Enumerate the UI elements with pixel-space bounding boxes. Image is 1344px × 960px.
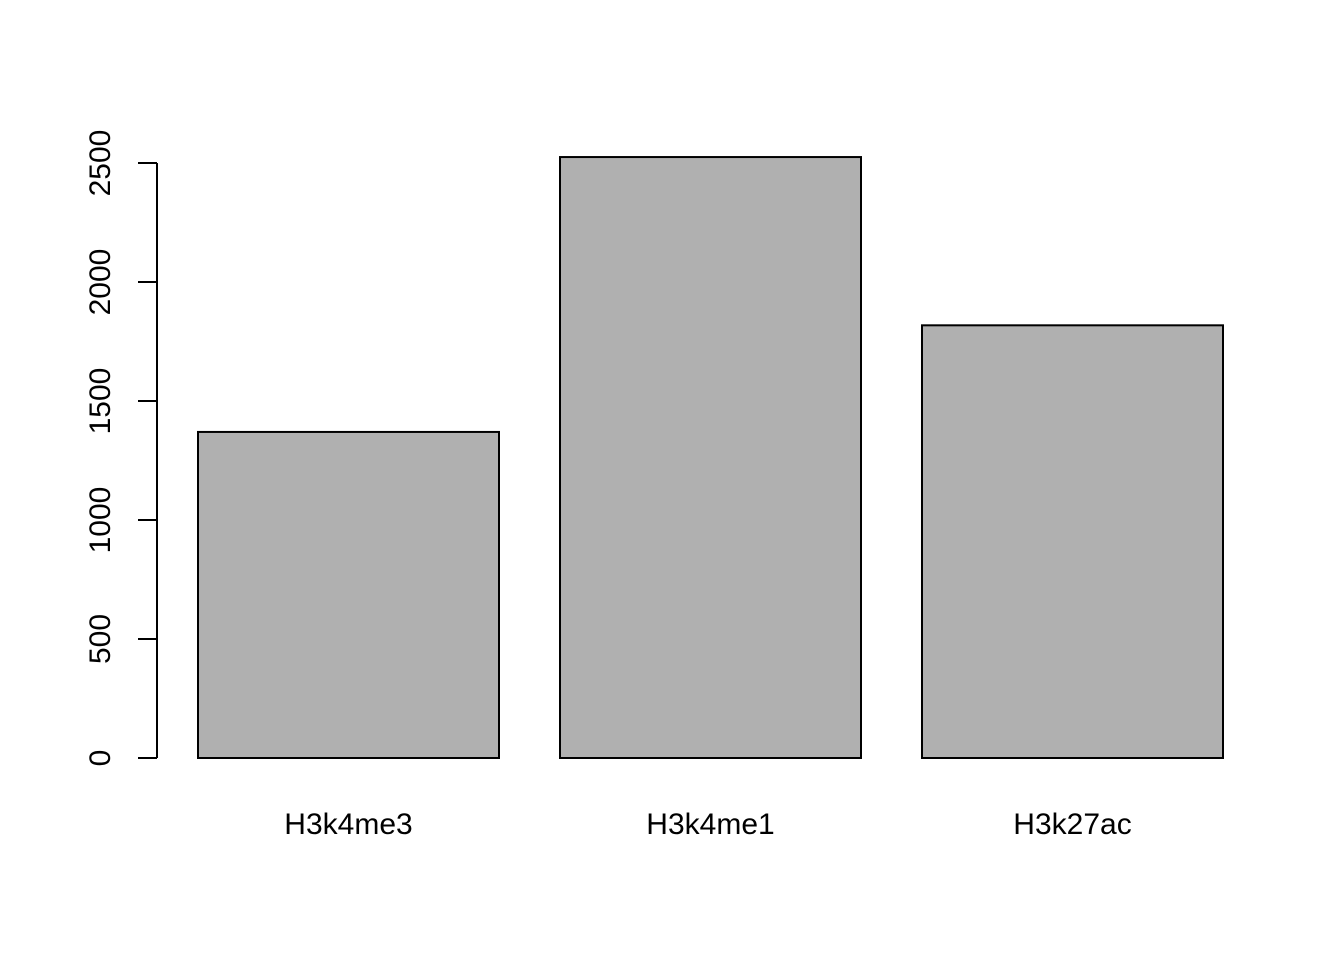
bar-h3k27ac: [921, 324, 1224, 759]
y-tick-label-500: 500: [84, 614, 117, 664]
y-tick-label-1000: 1000: [84, 487, 117, 554]
x-axis-labels: H3k4me3 H3k4me1 H3k27ac: [284, 808, 1131, 841]
bar-h3k4me1: [559, 156, 862, 760]
y-tick-label-2000: 2000: [84, 249, 117, 316]
x-tick-label-h3k4me1: H3k4me1: [646, 808, 774, 841]
y-tick-label-2500: 2500: [84, 130, 117, 197]
bar-h3k4me3: [197, 430, 500, 759]
y-tick-label-0: 0: [84, 750, 117, 767]
x-tick-label-h3k4me3: H3k4me3: [284, 808, 412, 841]
y-tick-label-1500: 1500: [84, 368, 117, 435]
y-axis: 0 500 1000 1500 2000 2500: [84, 130, 158, 767]
bars-group: [197, 156, 1224, 760]
x-tick-label-h3k27ac: H3k27ac: [1013, 808, 1131, 841]
